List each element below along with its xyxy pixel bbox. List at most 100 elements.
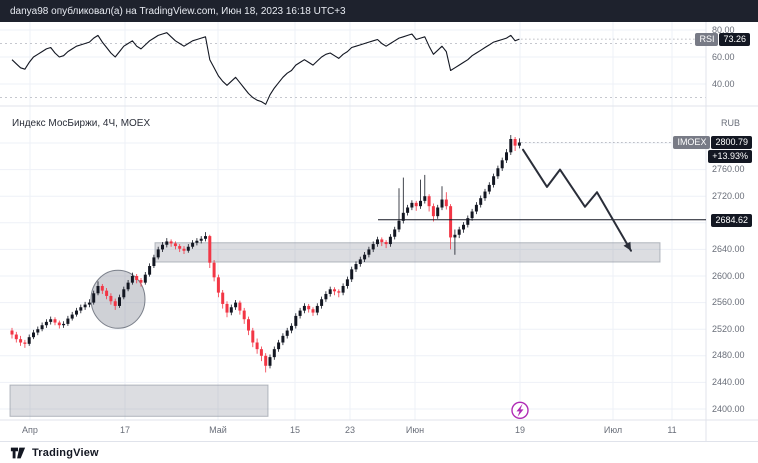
candle-body [255, 342, 259, 350]
candle-body [173, 243, 177, 247]
candle-body [380, 239, 384, 243]
candle-body [105, 290, 109, 296]
candle-body [307, 305, 311, 310]
horizontal-line-price-value: 2684.62 [711, 214, 752, 227]
candle-body [462, 224, 465, 230]
projection-arrow [522, 148, 632, 252]
time-tick-label: 11 [667, 425, 677, 435]
candle-body [62, 323, 66, 326]
candle-body [32, 332, 35, 338]
publish-header-text: danya98 опубликовал(а) на TradingView.co… [10, 5, 346, 17]
symbol-title: Индекс МосБиржи, 4Ч, MOEX [12, 118, 151, 129]
candle-body [341, 285, 345, 293]
candle-body [320, 299, 324, 306]
candle-body [397, 220, 401, 230]
price-axis[interactable]: 2800.002760.002720.002640.002600.002560.… [712, 0, 758, 441]
horizontal-line-price-badge: 2684.62 [711, 214, 752, 227]
candle-body [324, 293, 328, 300]
price-tick-label: 2600.00 [712, 270, 745, 281]
time-tick-label: Июл [603, 425, 623, 435]
candle-body [427, 196, 431, 207]
candle-body [10, 330, 14, 335]
candle-body [79, 307, 83, 311]
time-tick-label: 23 [344, 425, 355, 435]
candle-body [44, 321, 48, 326]
candle-body [302, 305, 306, 311]
candle-body [350, 269, 354, 280]
candle-body [23, 342, 27, 344]
candle-body [152, 257, 156, 267]
candle-body [122, 289, 126, 298]
symbol-price-badge: IMOEX 2800.79 +13.93% [673, 136, 752, 163]
candle-body [247, 319, 250, 331]
rsi-line [11, 32, 520, 105]
candle-body [19, 339, 23, 343]
candle-body [92, 293, 96, 303]
candle-body [333, 289, 336, 292]
candle-body [118, 297, 121, 306]
candle-body [57, 322, 61, 326]
candle-body [290, 325, 293, 331]
time-tick-label: Май [209, 425, 227, 435]
candle-body [75, 310, 78, 315]
price-tick-label: 2400.00 [712, 403, 745, 414]
candle-body [444, 199, 448, 207]
candle-body [238, 302, 242, 311]
candle-body [221, 292, 225, 304]
candle-body [479, 198, 483, 205]
candle-body [178, 246, 182, 249]
candle-body [500, 160, 504, 169]
tradingview-brand-text[interactable]: TradingView [32, 446, 99, 459]
candle-body [431, 206, 435, 217]
candle-body [337, 291, 341, 293]
candle-body [423, 196, 427, 201]
candle-body [277, 342, 281, 350]
candle-body [419, 200, 422, 207]
candle-body [49, 319, 53, 322]
candle-body [70, 314, 74, 319]
currency-label: RUB [721, 118, 741, 128]
change-percent-badge: +13.93% [708, 150, 752, 163]
candle-body [449, 206, 453, 238]
candle-body [96, 285, 100, 294]
price-tick-label: 2520.00 [712, 323, 745, 334]
price-tick-label: 2480.00 [712, 350, 745, 361]
symbol-ticker-badge: IMOEX [673, 136, 711, 149]
candle-body [109, 295, 113, 302]
candle-body [83, 304, 87, 308]
candle-body [268, 357, 272, 366]
candle-body [216, 277, 220, 293]
candle-body [225, 303, 229, 313]
candle-body [165, 241, 169, 245]
time-tick-label: Апр [22, 425, 38, 435]
candle-body [474, 204, 478, 212]
rsi-tick-label: 80.00 [712, 24, 735, 35]
candle-body [272, 349, 276, 358]
projection-arrowhead [623, 241, 631, 251]
candle-body [27, 337, 31, 344]
price-tick-label: 2760.00 [712, 164, 745, 175]
rsi-label-badge: RSI [695, 33, 719, 46]
rsi-value-badge: RSI 73.26 [695, 33, 750, 46]
candle-body [234, 302, 238, 308]
candle-body [358, 259, 362, 265]
candle-body [496, 168, 500, 177]
candle-body [143, 274, 147, 283]
candle-body [169, 241, 173, 244]
candle-body [195, 240, 199, 243]
candle-body [513, 139, 517, 146]
candle-body [285, 330, 289, 336]
rsi-tick-label: 40.00 [712, 78, 735, 89]
candle-body [371, 244, 375, 250]
candle-body [126, 282, 130, 290]
candle-body [242, 310, 246, 320]
candle-body [259, 349, 263, 356]
candle-body [100, 285, 104, 291]
candle-body [191, 242, 195, 247]
price-tick-label: 2640.00 [712, 243, 745, 254]
time-axis[interactable]: Апр 17 Май 15 23 Июн 19 Июл 11 [0, 0, 706, 441]
footer-bar: TradingView [0, 441, 758, 463]
price-tick-label: 2560.00 [712, 297, 745, 308]
